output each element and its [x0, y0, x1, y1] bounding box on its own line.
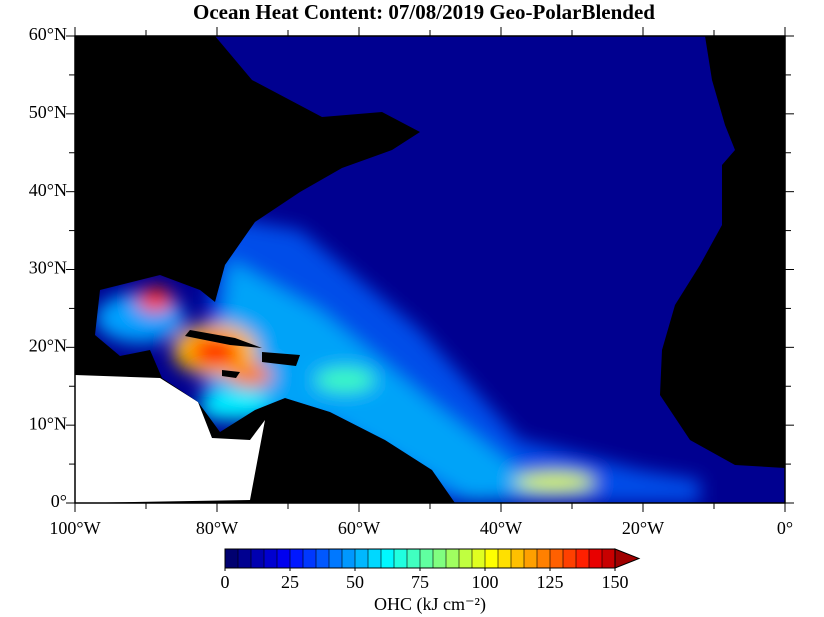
colorbar-label: OHC (kJ cm⁻²) [374, 594, 486, 615]
y-tick-label: 10°N [29, 413, 67, 433]
colorbar-segment [576, 549, 590, 568]
colorbar-segment [264, 549, 278, 568]
colorbar-segment [524, 549, 538, 568]
colorbar-tick-label: 150 [602, 572, 629, 592]
colorbar-segment [589, 549, 603, 568]
island [185, 330, 262, 348]
colorbar-segment [251, 549, 265, 568]
colorbar-segment [433, 549, 447, 568]
colorbar-segment [485, 549, 499, 568]
colorbar-segment [238, 549, 252, 568]
y-tick-label: 60°N [29, 24, 67, 44]
masked-land [75, 375, 265, 503]
colorbar-segment [394, 549, 408, 568]
colorbar-segment [342, 549, 356, 568]
axes: 100°W 80°W 60°W 40°W 20°W 0° 0° 10°N 20°N 30°N 40°… [29, 24, 794, 538]
y-tick-label: 20°N [29, 335, 67, 355]
colorbar-segment [368, 549, 382, 568]
x-tick-label: 20°W [622, 518, 664, 538]
title: Ocean Heat Content: 07/08/2019 Geo-Polar… [193, 0, 655, 24]
colorbar-tick-label: 50 [346, 572, 364, 592]
colorbar-segment [329, 549, 343, 568]
x-tick-label: 100°W [49, 518, 100, 538]
y-tick-label: 0° [51, 491, 67, 511]
colorbar-tick-label: 125 [537, 572, 564, 592]
colorbar-segment [563, 549, 577, 568]
colorbar-segment [225, 549, 239, 568]
colorbar-segment [407, 549, 421, 568]
colorbar-segment [420, 549, 434, 568]
colorbar-segment [459, 549, 473, 568]
island [262, 352, 300, 366]
x-tick-label: 60°W [338, 518, 380, 538]
colorbar-segment [511, 549, 525, 568]
y-tick-label: 40°N [29, 180, 67, 200]
colorbar-segment [277, 549, 291, 568]
colorbar-segment [498, 549, 512, 568]
colorbar-segment [290, 549, 304, 568]
y-tick-label: 30°N [29, 258, 67, 278]
colorbar-segment [537, 549, 551, 568]
colorbar-segment [550, 549, 564, 568]
colorbar-tick-label: 100 [472, 572, 499, 592]
map-area [74, 35, 786, 504]
colorbar-segment [446, 549, 460, 568]
colorbar-tick-label: 75 [411, 572, 429, 592]
colorbar-segment [381, 549, 395, 568]
colorbar-segment [303, 549, 317, 568]
x-tick-label: 80°W [196, 518, 238, 538]
x-tick-label: 0° [777, 518, 793, 538]
x-tick-label: 40°W [480, 518, 522, 538]
colorbar-tick-label: 25 [281, 572, 299, 592]
colorbar-segment [316, 549, 330, 568]
colorbar-segment [355, 549, 369, 568]
colorbar: 0 25 50 75 100 125 150 [221, 548, 641, 592]
colorbar-segment [602, 549, 616, 568]
colorbar-extend [614, 548, 641, 569]
colorbar-tick-label: 0 [221, 572, 230, 592]
y-tick-label: 50°N [29, 102, 67, 122]
island [222, 370, 240, 378]
colorbar-segment [472, 549, 486, 568]
